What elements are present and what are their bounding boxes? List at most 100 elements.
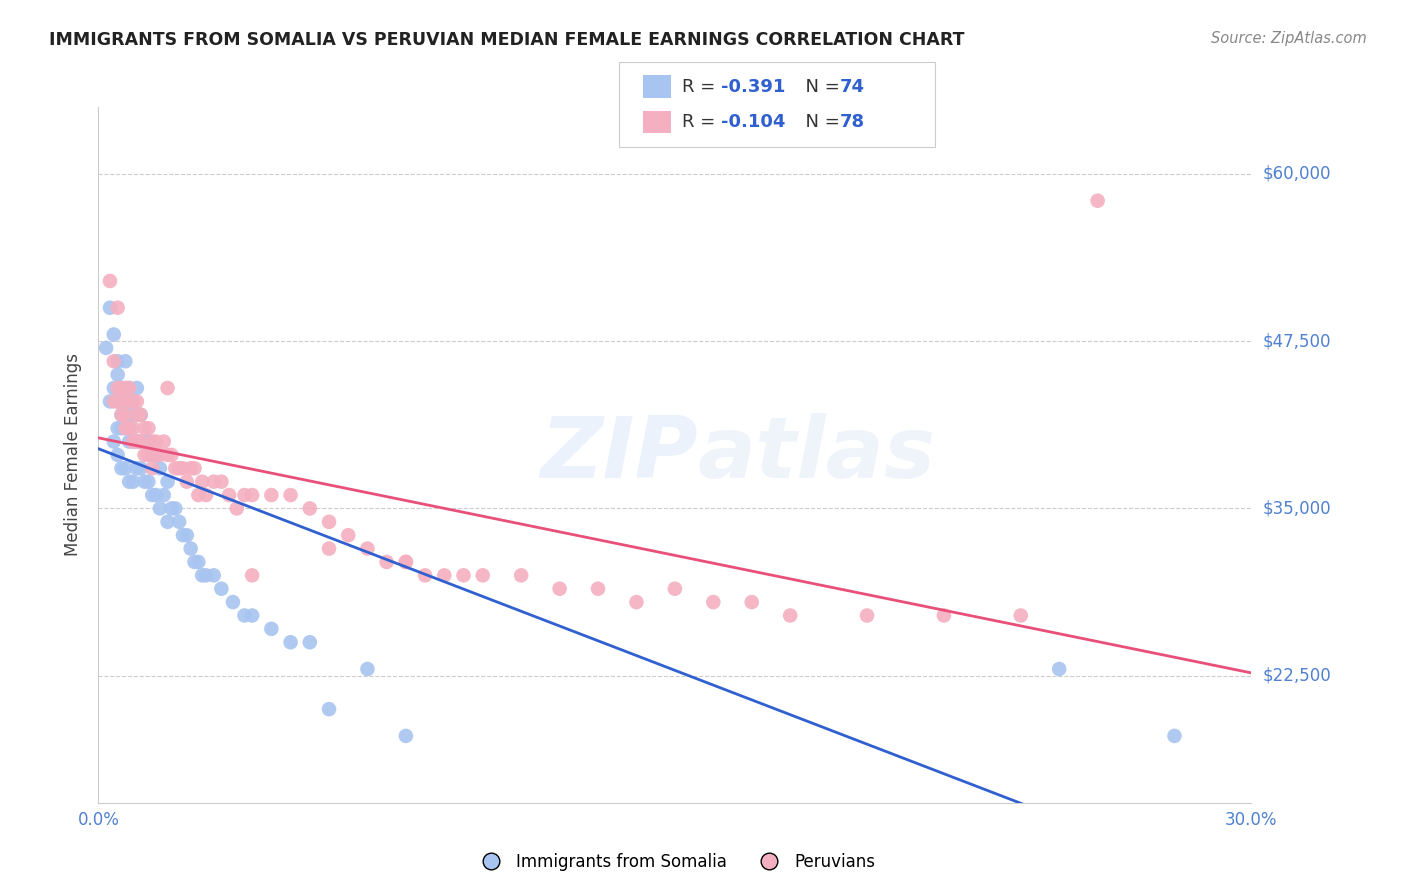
Point [141,461,163,475]
Point [156,515,179,529]
Text: N =: N = [794,78,846,95]
Point [225,501,247,516]
Point [375,555,398,569]
Point [141,434,163,449]
Point [103,354,125,368]
Point [1163,729,1185,743]
Point [209,582,232,596]
Point [98,274,121,288]
Point [145,448,167,462]
Text: Source: ZipAtlas.com: Source: ZipAtlas.com [1211,31,1367,46]
Text: -0.391: -0.391 [721,78,786,95]
Point [118,394,141,409]
Point [233,608,256,623]
Point [107,421,129,435]
Point [141,488,163,502]
Point [413,568,436,582]
Point [145,448,167,462]
Point [156,448,179,462]
Point [134,434,156,449]
Point [138,448,160,462]
Point [187,555,209,569]
Point [260,622,283,636]
Point [114,394,136,409]
Point [149,461,172,475]
Point [98,301,121,315]
Text: 78: 78 [839,113,865,131]
Text: ZIP: ZIP [540,413,697,497]
Point [110,381,132,395]
Point [145,488,167,502]
Point [209,475,232,489]
Point [856,608,879,623]
Point [240,568,263,582]
Point [260,488,283,502]
Point [586,582,609,596]
Point [779,608,801,623]
Y-axis label: Median Female Earnings: Median Female Earnings [65,353,83,557]
Point [510,568,533,582]
Point [160,501,183,516]
Point [103,327,125,342]
Point [134,475,156,489]
Point [187,488,209,502]
Point [453,568,475,582]
Point [110,408,132,422]
Point [125,408,148,422]
Point [118,475,141,489]
Point [114,421,136,435]
Point [98,394,121,409]
Point [222,595,245,609]
Text: $35,000: $35,000 [1263,500,1331,517]
Point [702,595,724,609]
Point [395,555,418,569]
Point [395,555,418,569]
Point [122,421,145,435]
Point [129,434,152,449]
Point [134,448,156,462]
Point [356,541,378,556]
Point [318,515,340,529]
Text: IMMIGRANTS FROM SOMALIA VS PERUVIAN MEDIAN FEMALE EARNINGS CORRELATION CHART: IMMIGRANTS FROM SOMALIA VS PERUVIAN MEDI… [49,31,965,49]
Point [202,568,225,582]
Point [114,408,136,422]
Text: 74: 74 [839,78,865,95]
Point [114,408,136,422]
Point [134,421,156,435]
Point [172,461,194,475]
Text: -0.104: -0.104 [721,113,786,131]
Point [110,394,132,409]
Point [141,448,163,462]
Point [122,394,145,409]
Point [471,568,494,582]
Point [195,568,218,582]
Point [118,421,141,435]
Point [1010,608,1032,623]
Point [180,541,202,556]
Point [548,582,571,596]
Point [122,475,145,489]
Point [129,408,152,422]
Point [156,381,179,395]
Point [125,394,148,409]
Point [202,475,225,489]
Point [183,461,205,475]
Point [94,341,117,355]
Point [318,702,340,716]
Point [167,515,190,529]
Point [125,434,148,449]
Point [167,461,190,475]
Point [110,461,132,475]
Point [145,434,167,449]
Text: R =: R = [682,78,721,95]
Point [110,381,132,395]
Point [172,528,194,542]
Point [129,434,152,449]
Point [114,421,136,435]
Point [240,488,263,502]
Point [1087,194,1109,208]
Text: $22,500: $22,500 [1263,666,1331,685]
Point [114,381,136,395]
Point [118,394,141,409]
Point [932,608,955,623]
